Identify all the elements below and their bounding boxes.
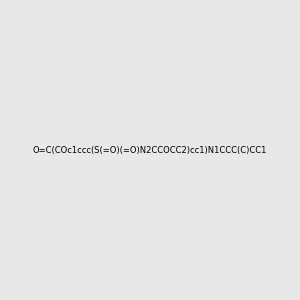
- Text: O=C(COc1ccc(S(=O)(=O)N2CCOCC2)cc1)N1CCC(C)CC1: O=C(COc1ccc(S(=O)(=O)N2CCOCC2)cc1)N1CCC(…: [33, 146, 267, 154]
